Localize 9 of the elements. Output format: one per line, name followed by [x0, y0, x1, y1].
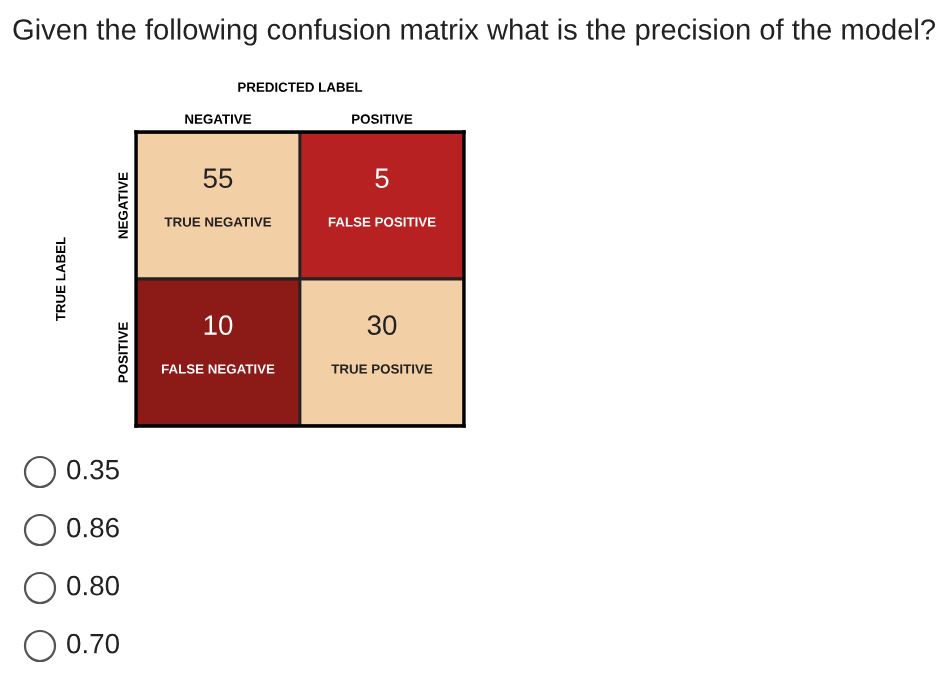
chart-title: Given the following confusion matrix what is the precision of the model? [13, 18, 936, 46]
data-label: 30 [367, 315, 397, 335]
data-label: 55 [203, 168, 233, 188]
data-label: 5 [375, 168, 389, 188]
text: 0.80 [67, 575, 119, 596]
data-label: 10 [204, 315, 233, 335]
text: 0.70 [67, 633, 119, 654]
text: 0.86 [67, 517, 119, 538]
text: 0.35 [67, 459, 119, 480]
